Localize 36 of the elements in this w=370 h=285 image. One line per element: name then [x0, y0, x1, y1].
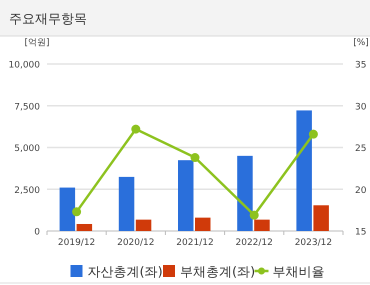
point	[308, 130, 318, 139]
y2-axis-title: [%]	[353, 38, 369, 48]
legend-label: 부채총계(좌)	[180, 265, 256, 280]
bar	[178, 160, 194, 231]
y2-tick-label: 20	[355, 186, 367, 196]
y2-tick-label: 15	[355, 228, 366, 238]
bar	[195, 218, 210, 231]
x-tick-label: 2021/12	[176, 238, 214, 248]
bar	[237, 156, 253, 231]
bar	[60, 188, 76, 231]
y-tick-label: 10,000	[8, 60, 40, 70]
bar	[254, 220, 270, 231]
point	[190, 153, 200, 162]
x-tick-label: 2022/12	[236, 238, 273, 248]
y-tick-label: 2,500	[14, 186, 40, 196]
x-tick-label: 2023/12	[294, 238, 332, 248]
legend-label: 부채비율	[272, 265, 324, 280]
bar	[136, 220, 152, 231]
legend-label: 자산총계(좌)	[88, 265, 163, 280]
y-tick-label: 0	[34, 228, 40, 238]
point	[250, 210, 259, 220]
point	[131, 124, 140, 134]
y2-tick-label: 25	[355, 144, 366, 154]
y-axis-title: [억원]	[24, 38, 50, 48]
bar	[313, 205, 329, 231]
bar	[296, 110, 312, 231]
point	[72, 207, 82, 216]
bar	[76, 224, 92, 231]
y2-tick-label: 30	[355, 102, 367, 112]
y-tick-label: 7,500	[14, 102, 40, 112]
y2-tick-label: 35	[355, 60, 366, 70]
x-tick-label: 2019/12	[58, 238, 96, 248]
bar	[118, 176, 134, 231]
title: 주요재무항목	[9, 12, 87, 27]
x-tick-label: 2020/12	[117, 238, 154, 248]
y-tick-label: 5,000	[14, 144, 40, 154]
